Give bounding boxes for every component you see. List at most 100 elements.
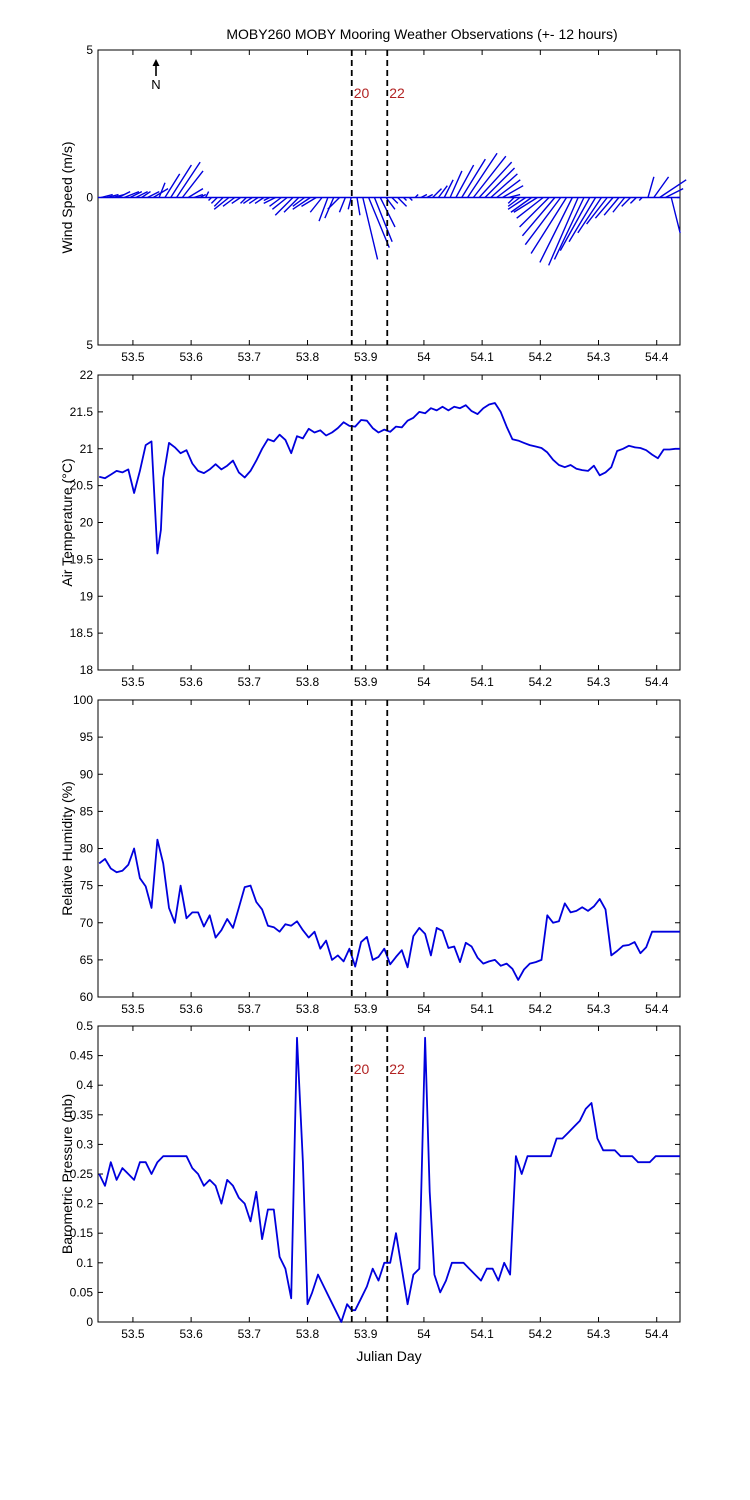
wind-vector	[507, 196, 527, 210]
panel-1: 53.5 53.6 53.7 53.8 53.9 54 54.1 54.2 54.3 54.4 5 0…	[59, 43, 687, 364]
wind-vector	[484, 167, 516, 198]
x-tick-label: 53.9	[354, 1327, 378, 1341]
wind-vector	[141, 191, 151, 199]
wind-vector	[367, 197, 390, 248]
wind-vector	[135, 190, 148, 199]
x-tick-label: 53.9	[354, 675, 378, 689]
panel-2: 53.5 53.6 53.7 53.8 53.9 54 54.1 54.2 54.3 54.4 18…	[59, 368, 681, 689]
x-tick-label: 54.2	[529, 1002, 553, 1016]
wind-vector	[490, 173, 518, 199]
wind-vector	[283, 197, 300, 213]
x-tick-label: 53.9	[354, 1002, 378, 1016]
y-tick-label: 0.35	[70, 1108, 94, 1122]
wind-vector	[548, 197, 579, 266]
y-tick-label: 75	[80, 879, 94, 893]
wind-vector	[318, 197, 329, 222]
series-line	[98, 402, 680, 555]
x-axis-label: Julian Day	[356, 1348, 421, 1364]
x-tick-label: 54.2	[529, 675, 553, 689]
wind-vector	[559, 197, 591, 251]
wind-vector	[647, 176, 655, 198]
x-tick-label: 54.3	[587, 675, 611, 689]
wind-vector	[129, 190, 143, 199]
wind-vector	[158, 182, 166, 198]
y-tick-label: 90	[80, 767, 94, 781]
x-tick-label: 54.4	[645, 1002, 669, 1016]
wind-vector	[524, 197, 562, 246]
wind-vector	[240, 197, 247, 204]
wind-vector	[222, 196, 236, 207]
wind-vector	[213, 197, 224, 207]
wind-vector	[391, 197, 399, 204]
x-tick-label: 54.3	[587, 350, 611, 364]
wind-vector	[408, 197, 413, 201]
wind-vector	[193, 193, 204, 199]
wind-vector	[338, 197, 346, 213]
x-tick-label: 53.7	[238, 675, 262, 689]
wind-vector	[362, 197, 379, 260]
time-marker-label: 22	[389, 85, 405, 101]
wind-vector	[472, 155, 507, 198]
wind-vector	[100, 193, 113, 199]
wind-vector	[420, 193, 428, 199]
y-tick-label: 0	[86, 191, 93, 205]
x-tick-label: 53.6	[179, 1327, 203, 1341]
y-tick-label: 80	[80, 842, 94, 856]
wind-vector	[385, 197, 396, 210]
wind-vector	[530, 197, 568, 254]
y-tick-label: 20	[80, 516, 94, 530]
y-tick-label: 0.3	[76, 1137, 93, 1151]
x-tick-label: 53.6	[179, 1002, 203, 1016]
panels: 53.5 53.6 53.7 53.8 53.9 54 54.1 54.2 54.3 54.4 5 0…	[59, 43, 687, 1364]
wind-vector	[414, 194, 419, 198]
x-tick-label: 54	[417, 1002, 431, 1016]
wind-vector	[231, 196, 241, 204]
x-tick-label: 54.1	[470, 675, 494, 689]
time-marker-label: 22	[389, 1061, 405, 1077]
wind-vector	[502, 185, 524, 199]
wind-vector	[356, 197, 361, 216]
y-tick-label: 19	[80, 589, 94, 603]
x-tick-label: 54.1	[470, 1327, 494, 1341]
wind-vector	[301, 196, 317, 207]
wind-vector	[254, 196, 265, 204]
wind-vector	[455, 164, 475, 198]
x-tick-label: 54	[417, 1327, 431, 1341]
wind-vector	[199, 193, 207, 199]
series-line	[98, 838, 680, 981]
wind-vector	[327, 197, 341, 210]
wind-vector	[271, 196, 288, 210]
time-marker-label: 20	[354, 85, 370, 101]
y-tick-label: 85	[80, 804, 94, 818]
wind-vector	[508, 193, 521, 199]
wind-vector	[170, 164, 192, 198]
y-tick-label: 21	[80, 442, 94, 456]
wind-vector	[118, 190, 131, 199]
wind-vector	[187, 188, 204, 199]
x-tick-label: 53.5	[121, 350, 145, 364]
wind-vector	[638, 197, 643, 201]
y-tick-label: 0.15	[70, 1226, 94, 1240]
y-axis-label: Wind Speed (m/s)	[59, 141, 75, 253]
wind-vector	[539, 197, 573, 263]
y-tick-label: 19.5	[70, 552, 94, 566]
y-tick-label: 0.4	[76, 1078, 93, 1092]
y-tick-label: 65	[80, 953, 94, 967]
x-tick-label: 53.8	[296, 1002, 320, 1016]
x-tick-label: 54.1	[470, 1002, 494, 1016]
wind-vector	[443, 179, 454, 198]
y-tick-label: 5	[86, 338, 93, 352]
y-axis-label: Barometric Pressure (mb)	[59, 1094, 75, 1254]
wind-vector	[205, 191, 210, 198]
wind-vector	[612, 197, 626, 213]
wind-vector	[507, 196, 521, 207]
x-tick-label: 53.9	[354, 350, 378, 364]
y-tick-label: 18.5	[70, 626, 94, 640]
y-tick-label: 0.5	[76, 1019, 93, 1033]
y-tick-label: 0	[86, 1315, 93, 1329]
x-tick-label: 54.4	[645, 1327, 669, 1341]
y-tick-label: 0.1	[76, 1256, 93, 1270]
wind-vector	[629, 197, 637, 204]
wind-vector	[269, 196, 282, 207]
y-tick-label: 60	[80, 990, 94, 1004]
